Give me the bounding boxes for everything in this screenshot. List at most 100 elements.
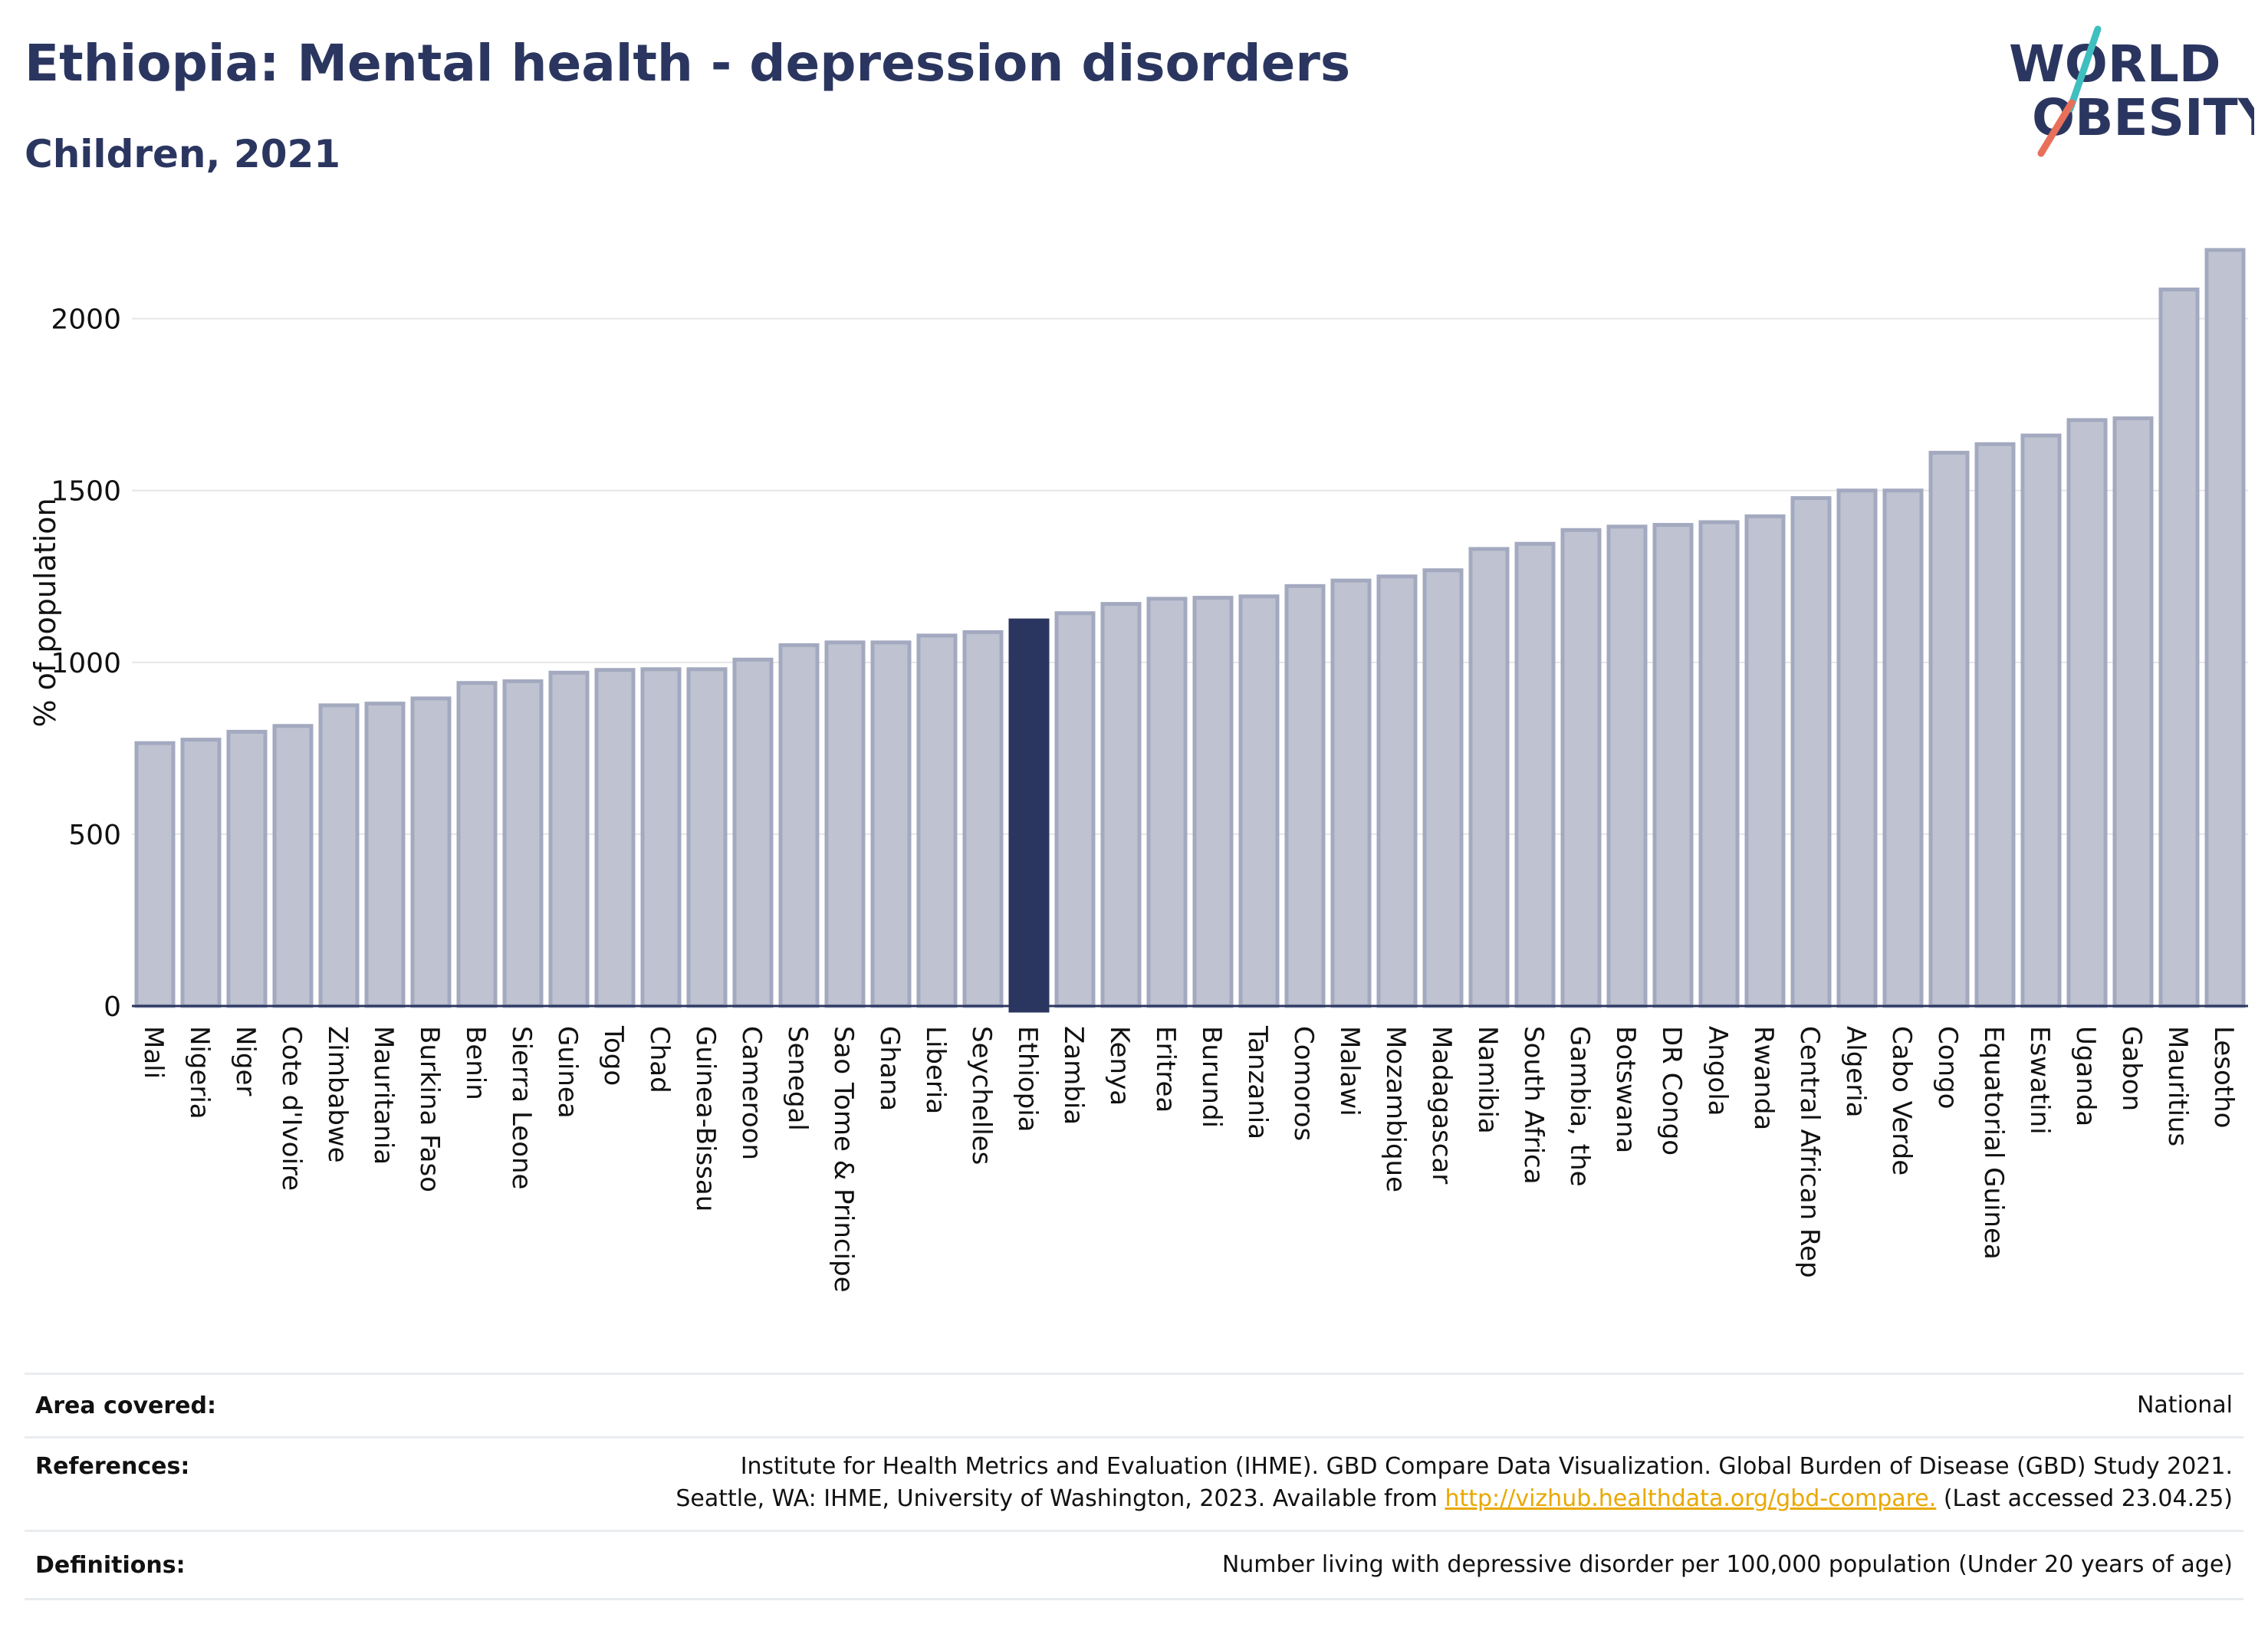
x-tick-label: Mali [138, 1026, 169, 1079]
x-tick-label: Tanzania [1242, 1025, 1273, 1139]
bar [1468, 547, 1510, 1008]
bar [732, 657, 774, 1008]
bar [1790, 496, 1832, 1008]
logo-slash-coral [2037, 99, 2076, 157]
bar [1330, 578, 1372, 1008]
bars-layer [134, 248, 2246, 1013]
bar [502, 679, 544, 1008]
bar [2066, 418, 2108, 1008]
x-tick-label: Burkina Faso [414, 1026, 445, 1192]
x-tick-label: Comoros [1288, 1026, 1319, 1141]
x-tick-label: Cote d'Ivoire [276, 1026, 307, 1191]
x-tick-label: Mauritania [368, 1026, 399, 1165]
x-tick-label: Gambia, the [1564, 1026, 1595, 1187]
x-tick-label: Eritrea [1150, 1026, 1181, 1113]
x-tick-label: Cameroon [736, 1026, 767, 1160]
area-covered-value: National [2136, 1392, 2233, 1419]
x-tick-label: Sierra Leone [506, 1026, 537, 1189]
bar [1974, 442, 2016, 1008]
x-tick-label: South Africa [1518, 1026, 1549, 1185]
x-tick-label: Lesotho [2208, 1026, 2239, 1128]
x-tick-label: Gabon [2116, 1026, 2147, 1111]
x-tick-label: Angola [1702, 1026, 1733, 1116]
x-tick-label: Namibia [1472, 1026, 1503, 1134]
x-tick-label: Central African Rep [1794, 1026, 1825, 1278]
area-covered-label: Area covered: [35, 1392, 216, 1419]
logo-word-obesity: OBESITY [2032, 88, 2254, 147]
footer-row-definitions: Definitions: Number living with depressi… [25, 1530, 2243, 1600]
bar [1882, 488, 1924, 1008]
x-tick-label: Chad [644, 1026, 675, 1093]
x-tick-label: Togo [598, 1025, 629, 1086]
bar [1284, 584, 1326, 1008]
x-tick-label: Burundi [1196, 1026, 1227, 1128]
bar [1514, 541, 1556, 1008]
bar [364, 702, 406, 1008]
x-labels-layer: Mali Nigeria Niger Cote d'Ivoire Zimbabwe Mau… [138, 1025, 2239, 1293]
y-tick-label: 1000 [51, 648, 121, 679]
bar [962, 630, 1004, 1008]
bar [640, 667, 682, 1008]
bar [1422, 568, 1464, 1008]
chart-subtitle: Children, 2021 [25, 132, 341, 176]
world-obesity-logo: WORLD OBESITY [2009, 25, 2254, 157]
x-tick-label: Eswatini [2024, 1026, 2055, 1135]
references-link[interactable]: http://vizhub.healthdata.org/gbd-compare… [1445, 1485, 1937, 1512]
x-tick-label: Zimbabwe [322, 1026, 353, 1163]
bar [1606, 524, 1648, 1008]
bar [226, 729, 268, 1008]
footer-row-area: Area covered: National [25, 1373, 2243, 1436]
bar [1100, 602, 1142, 1008]
x-tick-label: Rwanda [1748, 1026, 1779, 1130]
bar [870, 640, 912, 1008]
references-line-2-post: (Last accessed 23.04.25) [1943, 1485, 2233, 1512]
y-tick-label: 1500 [51, 476, 121, 508]
x-tick-label: Ghana [874, 1026, 905, 1111]
x-tick-label: Liberia [920, 1026, 951, 1114]
bar [2158, 288, 2200, 1008]
axis-layer: 0 500 1000 1500 2000 [51, 304, 2248, 1023]
bar [134, 741, 176, 1008]
bar [548, 670, 590, 1008]
bar [1652, 523, 1694, 1008]
bar [456, 681, 498, 1008]
references-line-2-pre: Seattle, WA: IHME, University of Washing… [675, 1485, 1438, 1512]
bar [1560, 528, 1602, 1008]
bar [1238, 594, 1280, 1008]
bar [824, 640, 866, 1008]
x-tick-label: Malawi [1334, 1026, 1365, 1116]
bar [594, 668, 636, 1008]
y-tick-label: 2000 [51, 304, 121, 336]
x-tick-label: DR Congo [1656, 1026, 1687, 1156]
x-tick-label: Guinea-Bissau [690, 1026, 721, 1212]
footer-row-references: References: Institute for Health Metrics… [25, 1436, 2243, 1530]
x-tick-label: Congo [1932, 1026, 1963, 1109]
bar [1192, 596, 1234, 1008]
y-tick-label: 500 [68, 820, 121, 851]
bar [318, 703, 360, 1008]
bar [1054, 611, 1096, 1008]
x-tick-label: Botswana [1610, 1026, 1641, 1153]
bar [410, 696, 452, 1008]
x-tick-label: Madagascar [1426, 1026, 1457, 1184]
footer-table: Area covered: National References: Insti… [25, 1373, 2243, 1600]
definitions-value: Number living with depressive disorder p… [1221, 1551, 2233, 1578]
x-tick-label: Guinea [552, 1026, 583, 1119]
x-tick-label: Algeria [1840, 1026, 1871, 1117]
x-tick-label: Zambia [1058, 1026, 1089, 1125]
bar [1744, 514, 1786, 1008]
bar [916, 633, 958, 1008]
x-tick-label: Ethiopia [1012, 1026, 1043, 1132]
bar [1836, 488, 1878, 1008]
x-tick-label: Sao Tome & Principe [828, 1026, 859, 1293]
references-value: Institute for Health Metrics and Evaluat… [675, 1451, 2243, 1515]
x-tick-label: Kenya [1104, 1026, 1135, 1106]
bar [778, 643, 820, 1008]
x-tick-label: Benin [460, 1026, 491, 1100]
x-tick-label: Seychelles [966, 1026, 997, 1165]
definitions-label: Definitions: [35, 1551, 186, 1579]
x-tick-label: Senegal [782, 1026, 813, 1131]
bar-chart: 0 500 1000 1500 2000 Mali Nigeria Niger Cote d'… [28, 248, 2248, 1293]
bar [272, 724, 314, 1008]
bar [686, 667, 728, 1008]
